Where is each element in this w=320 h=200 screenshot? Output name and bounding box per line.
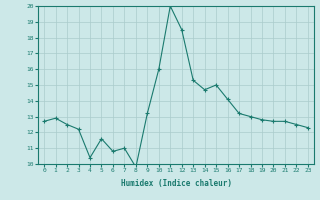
X-axis label: Humidex (Indice chaleur): Humidex (Indice chaleur) <box>121 179 231 188</box>
